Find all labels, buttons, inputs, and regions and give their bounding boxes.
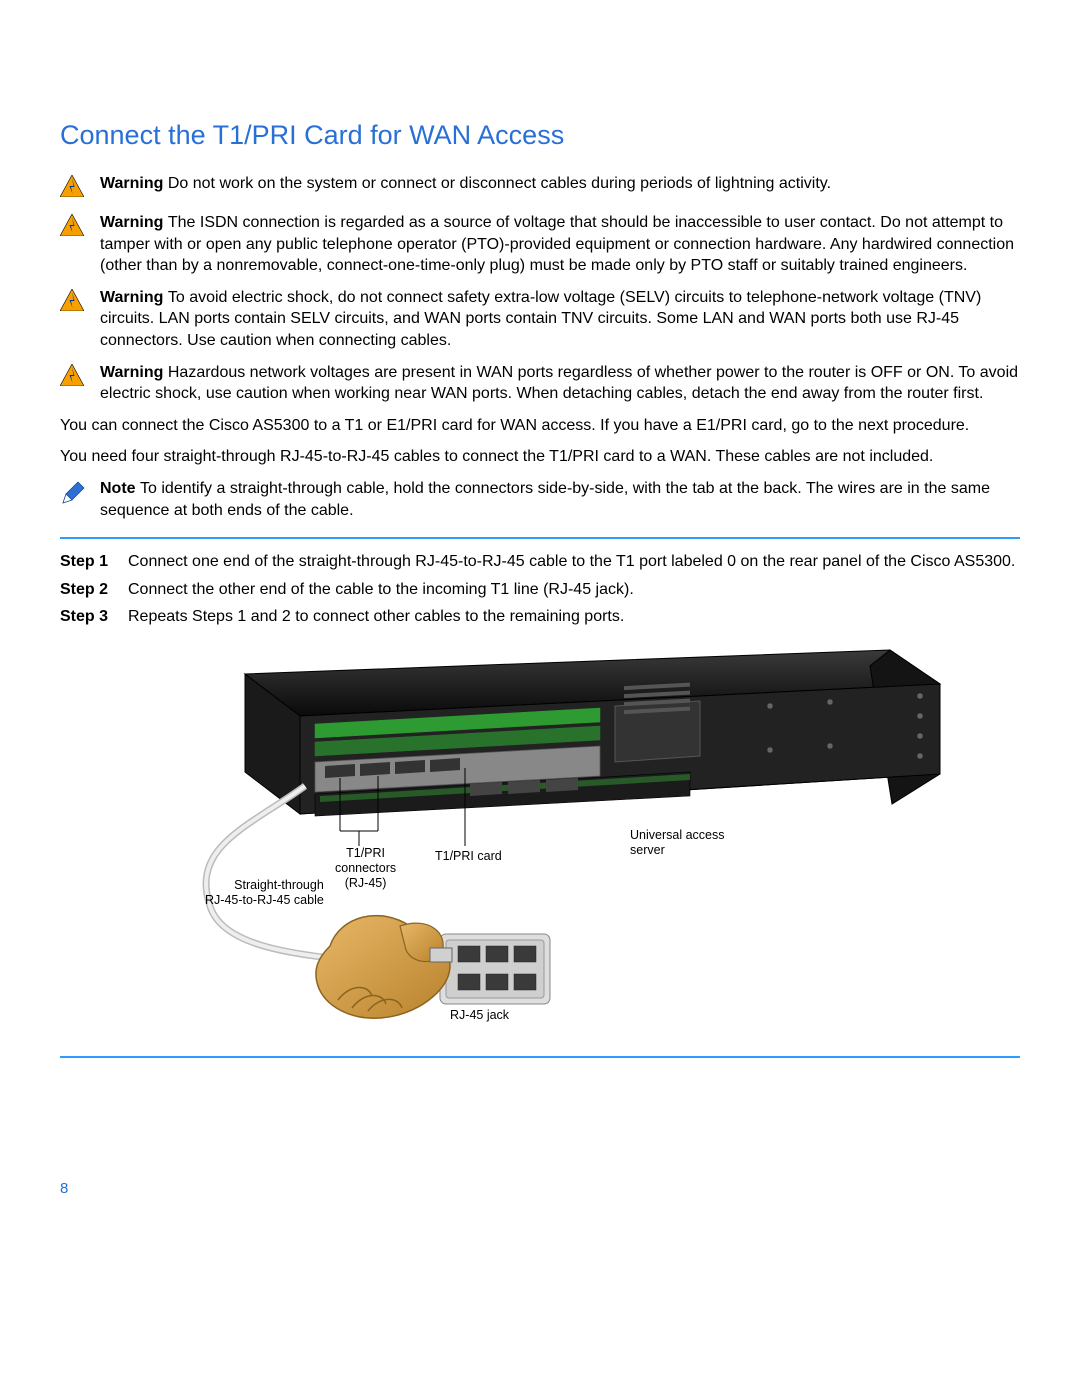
diagram-svg [130, 646, 950, 1046]
label-cable: Straight-throughRJ-45-to-RJ-45 cable [205, 878, 324, 908]
separator [60, 537, 1020, 539]
figure-connection-diagram: Universal accessserver T1/PRIconnectors(… [130, 646, 950, 1046]
label-t1pri-connectors: T1/PRIconnectors(RJ-45) [335, 846, 396, 891]
note-body: To identify a straight-through cable, ho… [100, 480, 990, 519]
warning-label: Warning [100, 214, 163, 231]
note-label: Note [100, 480, 136, 497]
warning-text-1: Warning Do not work on the system or con… [100, 173, 1020, 195]
page-title: Connect the T1/PRI Card for WAN Access [60, 120, 1020, 151]
step-body: Connect one end of the straight-through … [128, 551, 1020, 573]
paragraph-1: You can connect the Cisco AS5300 to a T1… [60, 415, 1020, 437]
step-3: Step 3 Repeats Steps 1 and 2 to connect … [60, 606, 1020, 628]
warning-icon [60, 289, 86, 316]
label-t1pri-card: T1/PRI card [435, 849, 502, 864]
warning-block-1: Warning Do not work on the system or con… [60, 173, 1020, 202]
warning-icon [60, 214, 86, 241]
warning-body: To avoid electric shock, do not connect … [100, 289, 981, 349]
step-label: Step 1 [60, 551, 128, 573]
step-2: Step 2 Connect the other end of the cabl… [60, 579, 1020, 601]
step-label: Step 2 [60, 579, 128, 601]
warning-icon [60, 175, 86, 202]
warning-body: Do not work on the system or connect or … [168, 175, 831, 192]
step-body: Repeats Steps 1 and 2 to connect other c… [128, 606, 1020, 628]
label-rj45-jack: RJ-45 jack [450, 1008, 509, 1023]
warning-text-4: Warning Hazardous network voltages are p… [100, 362, 1020, 405]
warning-block-4: Warning Hazardous network voltages are p… [60, 362, 1020, 405]
pencil-icon [60, 480, 86, 511]
warning-label: Warning [100, 175, 163, 192]
note-block: Note To identify a straight-through cabl… [60, 478, 1020, 521]
step-1: Step 1 Connect one end of the straight-t… [60, 551, 1020, 573]
warning-label: Warning [100, 364, 163, 381]
warning-label: Warning [100, 289, 163, 306]
warning-block-2: Warning The ISDN connection is regarded … [60, 212, 1020, 277]
paragraph-2: You need four straight-through RJ-45-to-… [60, 446, 1020, 468]
step-label: Step 3 [60, 606, 128, 628]
warning-body: Hazardous network voltages are present i… [100, 364, 1018, 403]
warning-body: The ISDN connection is regarded as a sou… [100, 214, 1014, 274]
warning-block-3: Warning To avoid electric shock, do not … [60, 287, 1020, 352]
step-body: Connect the other end of the cable to th… [128, 579, 1020, 601]
page-number: 8 [60, 1180, 68, 1197]
steps-list: Step 1 Connect one end of the straight-t… [60, 551, 1020, 628]
warning-text-2: Warning The ISDN connection is regarded … [100, 212, 1020, 277]
warning-text-3: Warning To avoid electric shock, do not … [100, 287, 1020, 352]
label-universal-server: Universal accessserver [630, 828, 724, 858]
separator [60, 1056, 1020, 1058]
warning-icon [60, 364, 86, 391]
note-text: Note To identify a straight-through cabl… [100, 478, 1020, 521]
